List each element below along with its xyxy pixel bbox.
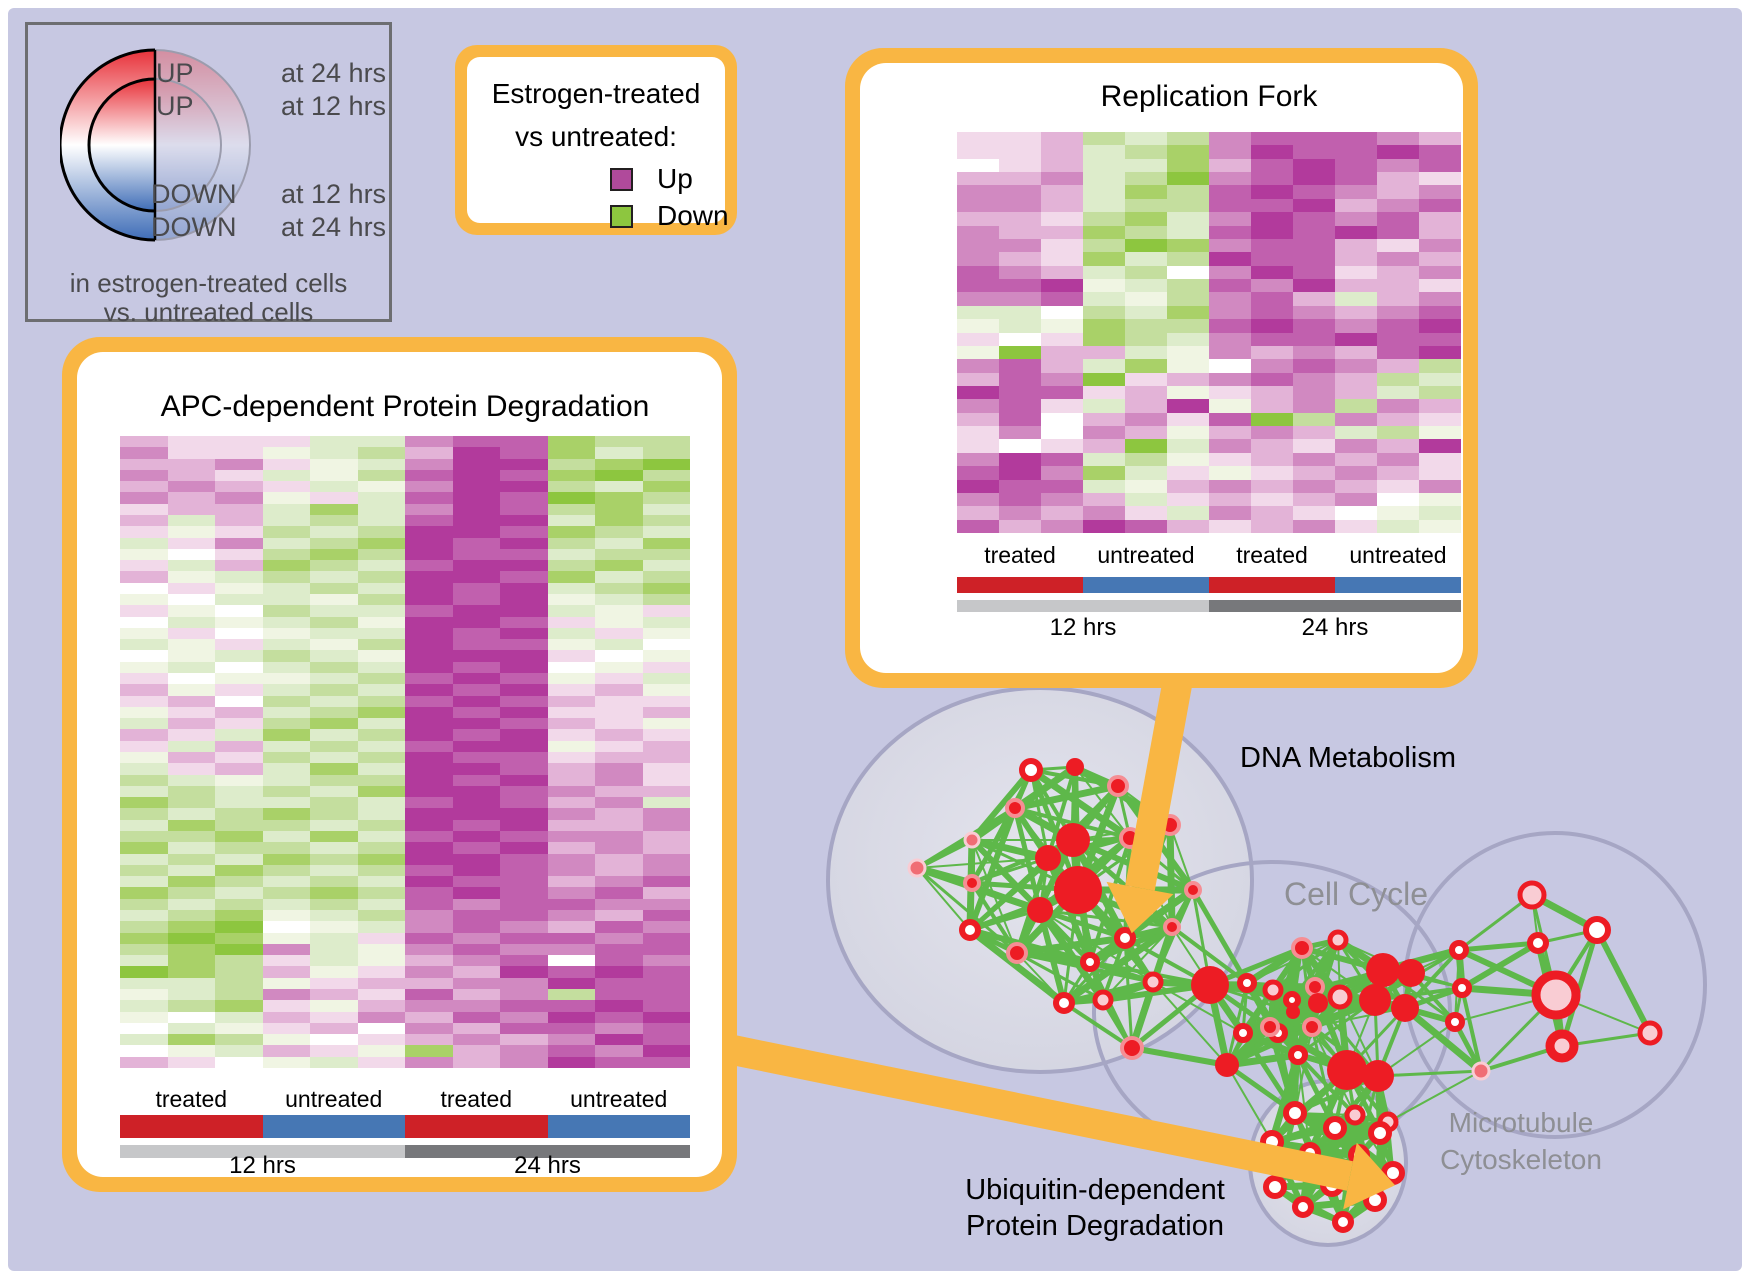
apc-treated-bar-1	[120, 1115, 263, 1138]
apc-group-label-3: treated	[440, 1086, 513, 1112]
legend-word-up-24: UP	[156, 58, 194, 88]
legend-word-up-12: UP	[156, 91, 194, 121]
replication-fork-heatmap	[957, 132, 1461, 533]
rf-time-bar	[957, 600, 1461, 612]
rf-group-label-3: treated	[1236, 542, 1308, 568]
ubiquitin-label-line1: Ubiquitin-dependent	[965, 1174, 1225, 1206]
rf-treated-bar-1	[957, 577, 1083, 593]
apc-24hr-bar	[405, 1145, 690, 1158]
legend-time-24: at 24 hrs	[281, 58, 387, 88]
rf-12hr-bar	[957, 600, 1209, 612]
legend-item-up: Up	[610, 163, 693, 195]
cluster-label-microtubule-cytoskeleton: Microtubule Cytoskeleton	[1401, 1104, 1641, 1178]
apc-12hr-label: 12 hrs	[229, 1152, 296, 1179]
apc-untreated-bar-2	[547, 1115, 690, 1138]
updown-legend-title-line1: Estrogen-treated	[491, 78, 701, 109]
rf-untreated-bar-1	[1083, 577, 1209, 593]
rf-24hr-bar	[1209, 600, 1461, 612]
cluster-label-dna-metabolism: DNA Metabolism	[1240, 742, 1456, 774]
apc-12hr-bar	[120, 1145, 405, 1158]
legend-caption-line1: in estrogen-treated cells	[69, 268, 348, 298]
apc-group-labels: treated untreated treated untreated	[120, 1086, 690, 1112]
updown-legend-title-line2: vs untreated:	[515, 121, 677, 152]
apc-heatmap	[120, 436, 690, 1068]
microtubule-label-line1: Microtubule	[1448, 1107, 1594, 1138]
updown-legend-card	[467, 57, 725, 223]
rf-treated-bar-2	[1209, 577, 1335, 593]
legend-caption-line2: vs. untreated cells	[103, 297, 314, 327]
rf-untreated-bar-2	[1335, 577, 1461, 593]
down-label: Down	[657, 200, 729, 231]
apc-group-label-2: untreated	[285, 1086, 383, 1112]
ubiquitin-label-line2: Protein Degradation	[966, 1210, 1224, 1242]
updown-color-legend: Estrogen-treated vs untreated: Up Down	[455, 45, 737, 235]
microtubule-label-line2: Cytoskeleton	[1440, 1144, 1602, 1175]
legend-time-down-24: at 24 hrs	[281, 212, 387, 242]
up-label: Up	[657, 163, 693, 194]
rf-group-label-4: untreated	[1349, 542, 1447, 568]
down-color-swatch	[610, 204, 633, 228]
apc-time-bar	[120, 1145, 690, 1158]
rf-treatment-bar	[957, 577, 1461, 593]
up-color-swatch	[610, 167, 633, 191]
timepoint-legend: UP at 24 hrs UP at 12 hrs DOWN at 12 hrs…	[25, 22, 392, 327]
apc-time-labels: 12 hrs 24 hrs	[120, 1152, 690, 1180]
apc-untreated-bar-1	[262, 1115, 405, 1138]
rf-group-label-1: treated	[984, 542, 1056, 568]
apc-treatment-bar	[120, 1115, 690, 1138]
rf-time-labels: 12 hrs 24 hrs	[957, 614, 1461, 642]
legend-word-down-12: DOWN	[151, 179, 237, 209]
apc-24hr-label: 24 hrs	[514, 1152, 581, 1179]
cluster-label-ubiquitin-degradation: Ubiquitin-dependent Protein Degradation	[935, 1172, 1255, 1244]
legend-time-12: at 12 hrs	[281, 91, 387, 121]
apc-treated-bar-2	[405, 1115, 548, 1138]
rf-group-labels: treated untreated treated untreated	[957, 542, 1461, 568]
cluster-label-cell-cycle: Cell Cycle	[1283, 876, 1429, 912]
legend-item-down: Down	[610, 200, 729, 232]
concentric-circles-legend-icon	[60, 48, 251, 242]
replication-fork-title: Replication Fork	[1100, 80, 1318, 113]
rf-group-label-2: untreated	[1097, 542, 1195, 568]
apc-panel-title: APC-dependent Protein Degradation	[160, 390, 650, 423]
apc-group-label-1: treated	[155, 1086, 228, 1112]
apc-group-label-4: untreated	[570, 1086, 668, 1112]
legend-time-down-12: at 12 hrs	[281, 179, 387, 209]
legend-word-down-24: DOWN	[151, 212, 237, 242]
rf-12hr-label: 12 hrs	[1049, 614, 1117, 641]
rf-24hr-label: 24 hrs	[1301, 614, 1369, 641]
